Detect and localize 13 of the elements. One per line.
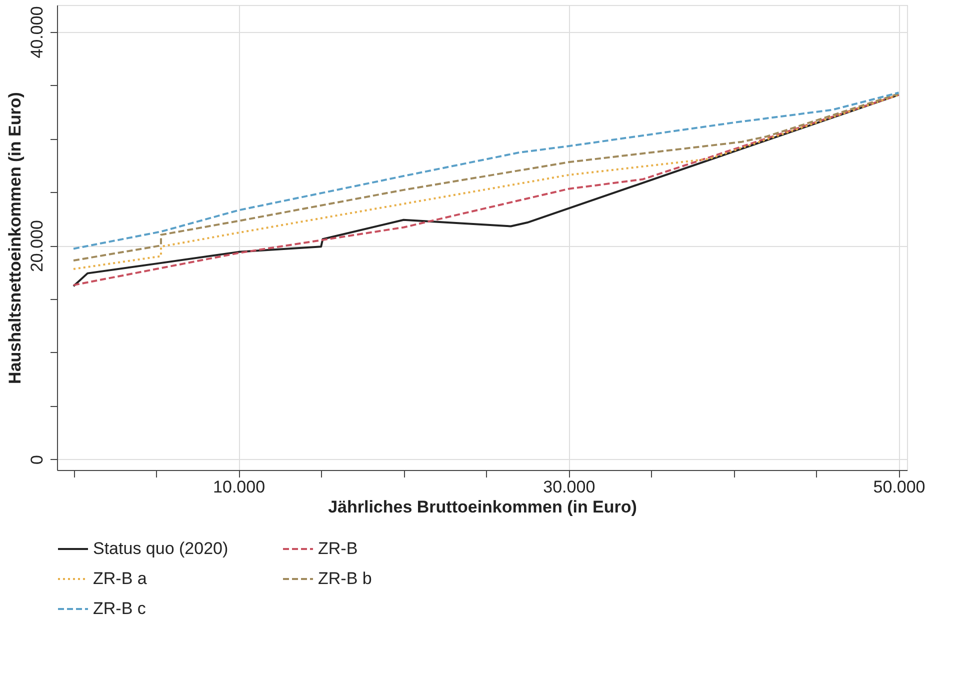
y-tick-label: 40.000 bbox=[28, 6, 46, 58]
y-axis-title: Haushaltsnettoeinkommen (in Euro) bbox=[6, 92, 24, 384]
legend-label: ZR-B a bbox=[93, 569, 148, 588]
x-tick-label: 50.000 bbox=[873, 478, 926, 496]
legend-label: ZR-B bbox=[318, 539, 358, 558]
x-axis-title: Jährliches Bruttoeinkommen (in Euro) bbox=[328, 498, 637, 516]
legend-label: ZR-B b bbox=[318, 569, 372, 588]
x-tick-label: 30.000 bbox=[543, 478, 596, 496]
y-tick-label: 0 bbox=[28, 455, 46, 465]
legend-label: Status quo (2020) bbox=[93, 539, 228, 558]
legend-label: ZR-B c bbox=[93, 599, 146, 618]
x-tick-label: 10.000 bbox=[213, 478, 266, 496]
y-tick-label: 20.000 bbox=[28, 220, 46, 272]
